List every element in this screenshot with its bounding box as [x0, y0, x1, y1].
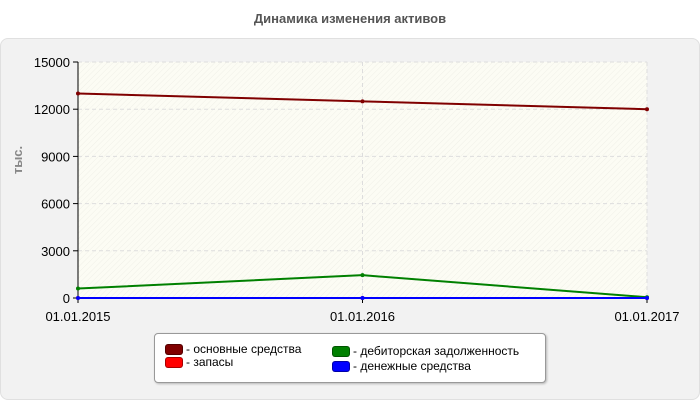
legend-item-receivables: - дебиторская задолженность [332, 344, 519, 358]
legend-item-inventory: - запасы [165, 355, 233, 369]
y-axis-label: тыс. [10, 146, 25, 174]
y-tick-label: 0 [63, 291, 70, 306]
data-point [645, 296, 649, 300]
legend-label: - денежные средства [353, 359, 471, 373]
data-point [645, 107, 649, 112]
x-tick-label: 01.01.2016 [330, 309, 395, 324]
y-tick-label: 6000 [41, 197, 70, 212]
chart-title: Динамика изменения активов [253, 11, 447, 26]
y-tick-label: 3000 [41, 244, 70, 259]
legend-item-fixed-assets: - основные средства [165, 342, 301, 356]
legend-swatch [165, 356, 183, 368]
legend-item-cash: - денежные средства [332, 359, 471, 373]
legend: - основные средства - запасы - дебиторск… [154, 333, 546, 383]
legend-label: - основные средства [186, 342, 302, 356]
data-point [360, 273, 365, 278]
legend-label: - дебиторская задолженность [353, 344, 520, 358]
legend-swatch [332, 345, 350, 357]
data-point [76, 296, 80, 300]
y-tick-label: 12000 [34, 102, 70, 117]
legend-swatch [165, 343, 183, 355]
x-tick-label: 01.01.2015 [45, 309, 110, 324]
data-point [76, 286, 80, 291]
y-tick-label: 15000 [34, 55, 70, 70]
data-point [76, 91, 80, 96]
legend-label: - запасы [186, 355, 234, 369]
data-point [360, 99, 365, 104]
legend-swatch [332, 360, 350, 372]
y-tick-label: 9000 [41, 149, 70, 164]
data-point [360, 296, 365, 300]
x-tick-label: 01.01.2017 [614, 309, 679, 324]
